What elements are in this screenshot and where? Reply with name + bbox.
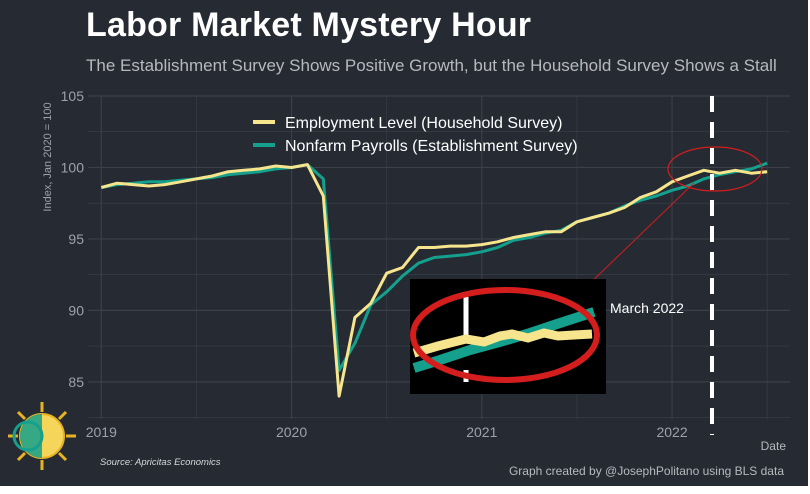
x-axis-label: Date — [761, 439, 787, 453]
series-lines — [100, 161, 768, 398]
y-tick-label: 100 — [61, 159, 85, 175]
x-tick-label: 2019 — [86, 424, 117, 440]
y-tick-labels: 85 90 95 100 105 — [61, 88, 85, 390]
inset-establishment-line — [412, 307, 596, 373]
y-tick-label: 90 — [68, 302, 84, 318]
source-note: Source: Apricitas Economics — [100, 457, 221, 468]
highlight-circle — [667, 146, 763, 192]
household-series-line — [100, 163, 768, 398]
y-tick-label: 85 — [68, 374, 84, 390]
x-tick-label: 2021 — [466, 424, 497, 440]
credit-note: Graph created by @JosephPolitano using B… — [508, 464, 784, 478]
legend-label-household: Employment Level (Household Survey) — [285, 115, 562, 132]
x-tick-label: 2020 — [276, 424, 307, 440]
inset-label: March 2022 — [610, 300, 684, 316]
y-axis-label: Index, Jan 2020 = 100 — [42, 102, 54, 211]
chart-subtitle: The Establishment Survey Shows Positive … — [86, 56, 777, 75]
chart-title: Labor Market Mystery Hour — [86, 6, 532, 44]
legend: Employment Level (Household Survey) Nonfa… — [253, 115, 578, 155]
legend-label-establishment: Nonfarm Payrolls (Establishment Survey) — [285, 138, 578, 155]
zoom-inset — [410, 279, 606, 394]
y-tick-label: 105 — [61, 88, 85, 104]
inset-household-line — [412, 328, 593, 358]
sun-logo-icon — [8, 402, 76, 470]
x-tick-label: 2022 — [656, 424, 687, 440]
y-tick-label: 95 — [68, 231, 84, 247]
x-tick-labels: 2019 2020 2021 2022 — [86, 424, 688, 440]
inset-highlight-circle — [410, 287, 600, 383]
